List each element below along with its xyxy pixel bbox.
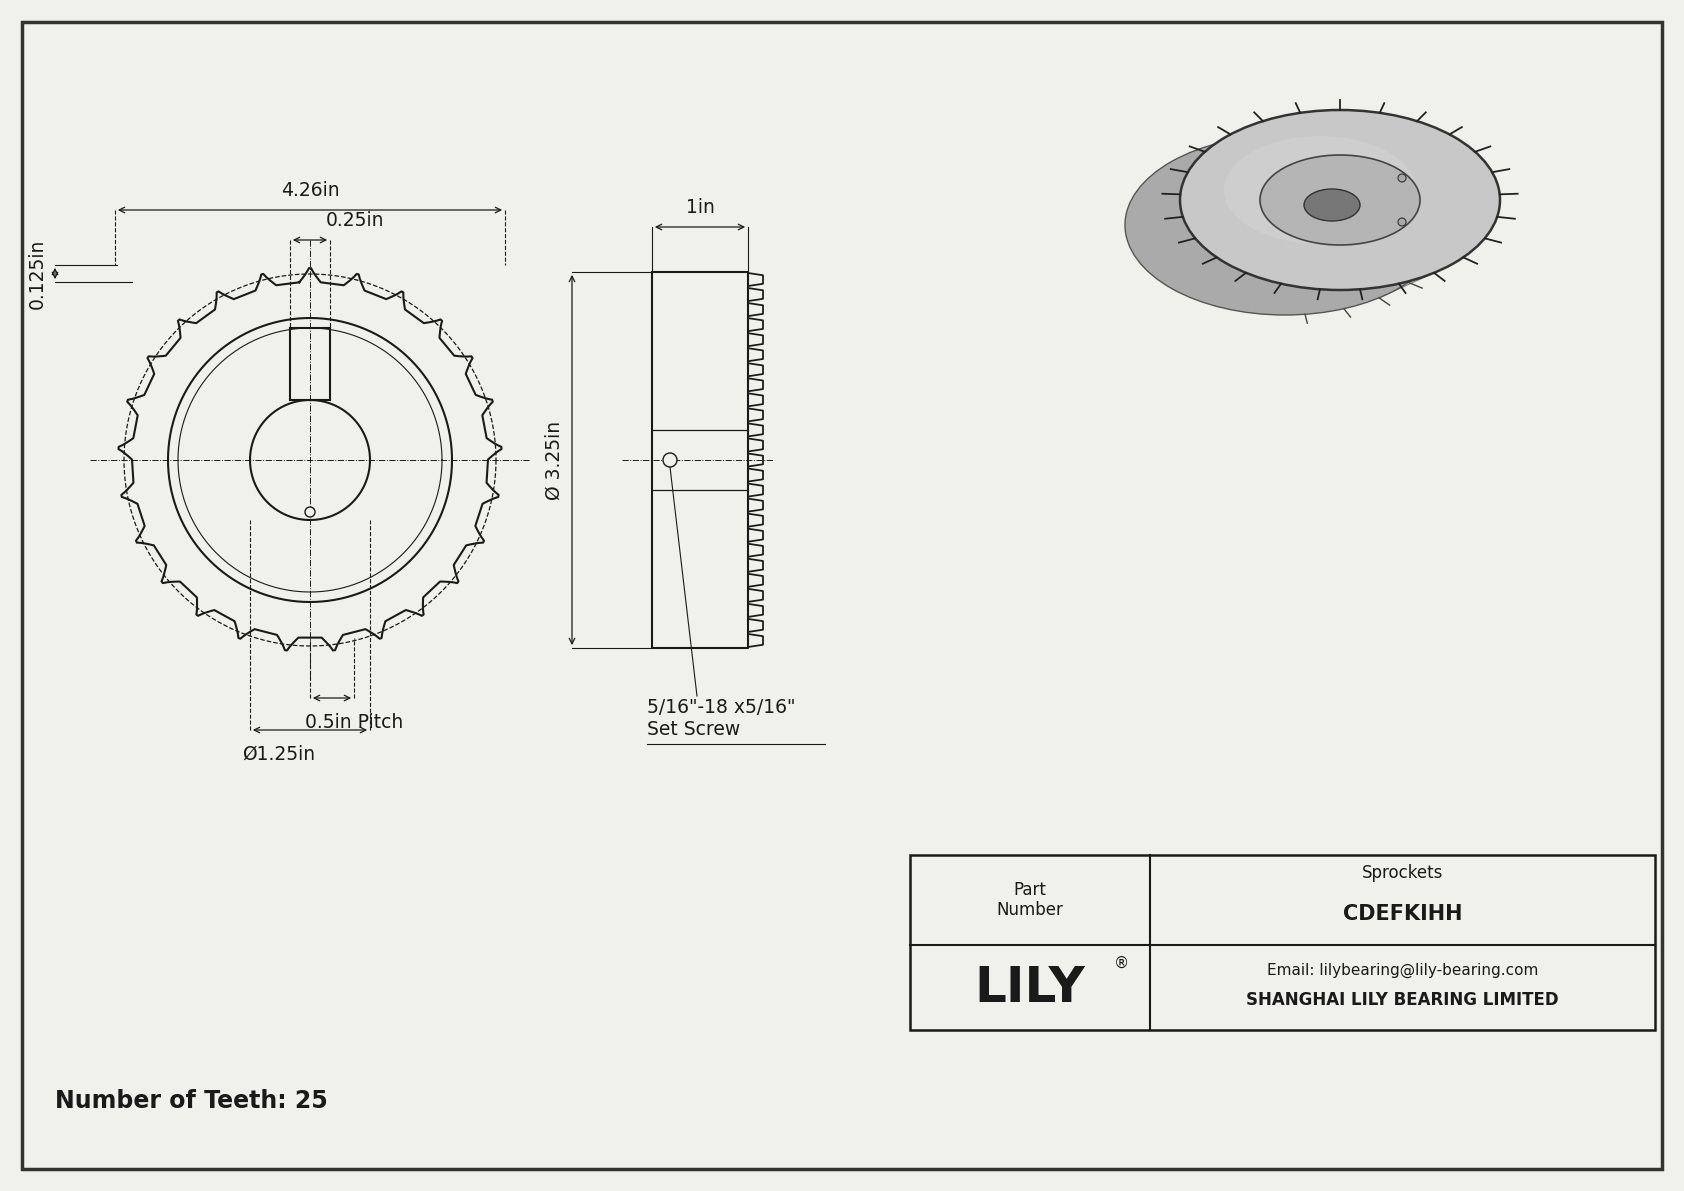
Text: Set Screw: Set Screw bbox=[647, 721, 741, 738]
Text: 0.25in: 0.25in bbox=[325, 211, 384, 230]
Text: Part
Number: Part Number bbox=[997, 880, 1063, 919]
Text: CDEFKIHH: CDEFKIHH bbox=[1342, 904, 1462, 923]
Text: 5/16"-18 x5/16": 5/16"-18 x5/16" bbox=[647, 698, 795, 717]
Ellipse shape bbox=[1180, 110, 1500, 289]
Text: LILY: LILY bbox=[975, 964, 1086, 1011]
Ellipse shape bbox=[1224, 136, 1416, 244]
Text: 1in: 1in bbox=[685, 198, 714, 217]
Circle shape bbox=[1398, 218, 1406, 226]
Ellipse shape bbox=[1260, 155, 1420, 245]
Text: 4.26in: 4.26in bbox=[281, 181, 338, 200]
Bar bbox=[909, 855, 1655, 1030]
Circle shape bbox=[663, 453, 677, 467]
Text: Ø 3.25in: Ø 3.25in bbox=[546, 420, 564, 499]
Text: ®: ® bbox=[1115, 955, 1130, 971]
Text: 0.125in: 0.125in bbox=[29, 238, 47, 308]
Text: Number of Teeth: 25: Number of Teeth: 25 bbox=[56, 1089, 328, 1114]
Ellipse shape bbox=[1303, 189, 1361, 222]
Circle shape bbox=[305, 507, 315, 517]
Text: 0.5in Pitch: 0.5in Pitch bbox=[305, 713, 402, 732]
Ellipse shape bbox=[1206, 180, 1366, 270]
Circle shape bbox=[1398, 174, 1406, 182]
Text: Ø1.25in: Ø1.25in bbox=[242, 746, 315, 763]
Text: Email: lilybearing@lily-bearing.com: Email: lilybearing@lily-bearing.com bbox=[1266, 962, 1537, 978]
Text: SHANGHAI LILY BEARING LIMITED: SHANGHAI LILY BEARING LIMITED bbox=[1246, 991, 1559, 1009]
Text: Sprockets: Sprockets bbox=[1362, 863, 1443, 883]
Ellipse shape bbox=[1125, 135, 1445, 314]
